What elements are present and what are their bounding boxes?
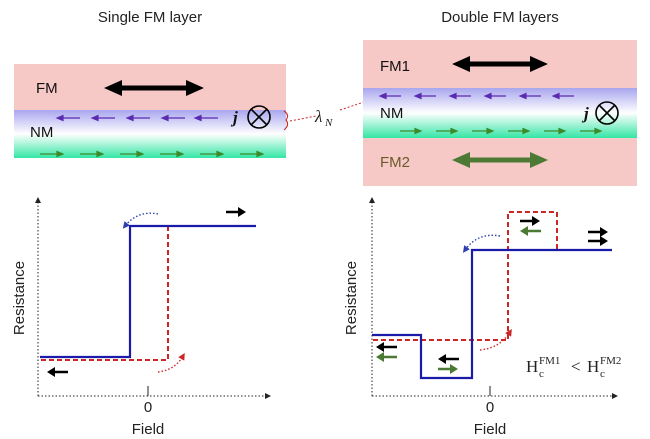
- fm1-magnetization-arrow: [452, 56, 548, 72]
- hc-fm1-subscript: c: [539, 368, 544, 380]
- parallel-left-state-arrows: [376, 342, 397, 362]
- left-panel-title: Single FM layer: [98, 9, 202, 26]
- double-fm-stack: FM1 NM FM2 j: [363, 40, 637, 186]
- spin-diffusion-length-indicator: λ N: [283, 91, 370, 131]
- lambda-subscript: N: [324, 117, 333, 129]
- current-symbol: j: [230, 108, 238, 127]
- switch-direction-arrow: [479, 329, 512, 351]
- switch-direction-arrow: [157, 352, 185, 373]
- parallel-right-state-arrows: [588, 227, 608, 246]
- fm2-magnetization-arrow: [452, 152, 548, 168]
- sweep-down-curve: [40, 225, 256, 361]
- spin-accumulation-top-arrows: [55, 114, 218, 122]
- nm-layer: [14, 110, 286, 158]
- low-state-magnetization-arrow: [47, 367, 68, 377]
- zero-tick-label: 0: [486, 399, 494, 416]
- x-axis-label: Field: [132, 421, 165, 438]
- fm1-label: FM1: [380, 58, 410, 75]
- nm-label: NM: [30, 124, 53, 141]
- left-resistance-plot: 0 Field Resistance: [11, 197, 271, 438]
- single-fm-stack: FM NM j: [14, 64, 286, 158]
- switch-direction-arrow: [122, 212, 159, 229]
- y-axis-label: Resistance: [343, 261, 360, 335]
- current-into-page-icon: [247, 105, 271, 129]
- x-axis-label: Field: [474, 421, 507, 438]
- sweep-up-curve: [372, 248, 612, 380]
- lambda-symbol: λ: [314, 107, 322, 126]
- sweep-down-curve: [372, 211, 612, 341]
- y-axis-label: Resistance: [11, 261, 28, 335]
- coercivity-condition: H FM1 c < H FM2 c: [526, 355, 621, 380]
- hc-fm2-subscript: c: [600, 368, 605, 380]
- fm2-label: FM2: [380, 154, 410, 171]
- current-symbol: j: [581, 104, 589, 123]
- right-resistance-plot: 0 Field Resistance: [343, 197, 621, 438]
- high-state-magnetization-arrow: [226, 207, 246, 217]
- hc-fm2-superscript: FM2: [600, 355, 621, 367]
- less-than-symbol: <: [571, 357, 581, 376]
- spin-accumulation-bottom-arrows: [400, 127, 603, 135]
- antiparallel-reverse-state-arrows: [438, 354, 459, 374]
- zero-tick-label: 0: [144, 399, 152, 416]
- hc-fm1-superscript: FM1: [539, 355, 560, 367]
- fm-magnetization-arrow: [104, 80, 204, 96]
- current-into-page-icon: [595, 101, 619, 125]
- spin-accumulation-top-arrows: [378, 92, 574, 100]
- fm-label: FM: [36, 80, 58, 97]
- hc-fm2-symbol: H: [587, 357, 599, 376]
- spin-accumulation-bottom-arrows: [40, 150, 265, 158]
- nm-label: NM: [380, 105, 403, 122]
- switch-direction-arrow: [462, 234, 501, 253]
- sweep-up-curve: [40, 224, 256, 359]
- right-panel-title: Double FM layers: [441, 9, 559, 26]
- hc-fm1-symbol: H: [526, 357, 538, 376]
- antiparallel-state-arrows: [520, 216, 541, 236]
